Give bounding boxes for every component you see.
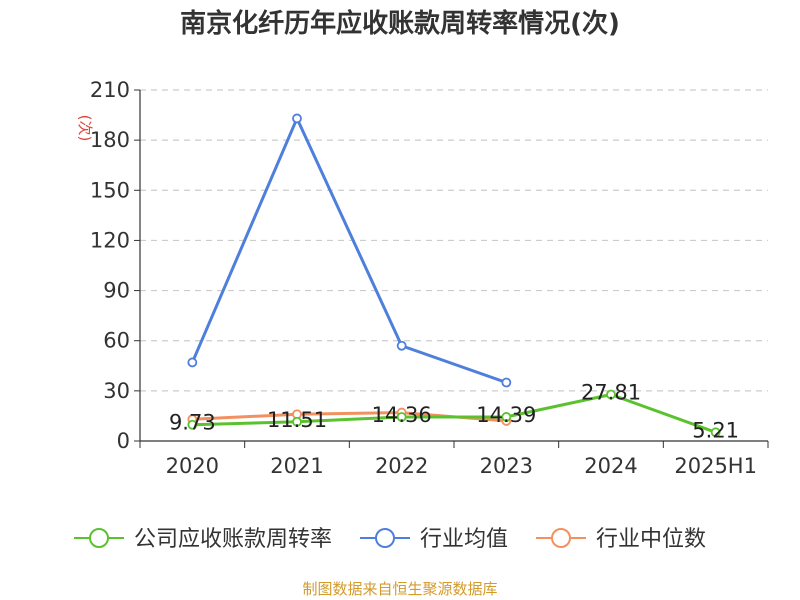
data-label: 14.39 [476,403,536,427]
axes: 0 30 60 90 120 150 180 210 2020 2021 2022 2023 2024 2… [90,78,769,478]
data-point[interactable] [396,412,407,422]
data-label: 11.51 [267,408,327,432]
legend-swatch-marker [89,528,109,548]
legend-label: 行业中位数 [596,527,706,552]
x-tick-label: 2024 [584,454,637,478]
y-tick-label: 30 [103,379,130,403]
y-tick-label: 90 [103,279,130,303]
series-line [192,393,717,434]
y-tick-label: 180 [90,128,130,152]
y-tick-label: 60 [103,329,130,353]
series-lines [187,113,721,438]
data-label: 14.36 [372,403,432,427]
chart-title: 南京化纤历年应收账款周转率情况(次) [180,8,620,39]
y-tick-label: 120 [90,228,130,252]
data-labels: 9.73 11.51 14.36 14.39 27.81 5.21 [169,381,739,443]
data-point[interactable] [187,419,198,430]
data-point[interactable] [501,412,512,422]
y-tick-label: 210 [90,78,130,102]
data-point[interactable] [501,377,512,388]
x-tick-label: 2022 [375,454,428,478]
legend-label: 公司应收账款周转率 [134,527,332,552]
legend-swatch-marker [551,528,571,548]
y-tick-label: 0 [117,429,130,453]
data-point[interactable] [187,357,198,368]
data-point[interactable] [292,113,302,124]
y-tick-label: 150 [90,178,130,202]
data-point[interactable] [606,389,616,400]
x-tick-label: 2023 [480,454,533,478]
x-tick-label: 2025H1 [674,454,757,478]
data-point[interactable] [710,427,721,438]
data-point[interactable] [292,416,302,427]
data-label: 5.21 [692,418,739,442]
data-label: 9.73 [169,411,216,435]
legend-item[interactable]: 行业中位数 [536,527,706,552]
legend-item[interactable]: 行业均值 [360,527,508,552]
data-label: 27.81 [581,381,641,405]
legend[interactable]: 公司应收账款周转率 行业均值 行业中位数 [74,527,706,552]
data-point[interactable] [396,340,407,351]
legend-label: 行业均值 [420,527,508,552]
legend-swatch-marker [375,528,395,548]
x-tick-label: 2021 [270,454,323,478]
legend-item[interactable]: 公司应收账款周转率 [74,527,332,552]
x-tick-label: 2020 [166,454,219,478]
y-axis-unit: (次) [76,115,94,142]
source-note: 制图数据来自恒生聚源数据库 [302,580,497,598]
gridlines [140,89,768,392]
series-line [190,116,507,384]
